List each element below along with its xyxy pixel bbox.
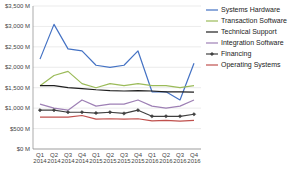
legend-label: Transaction Software — [221, 17, 287, 24]
grid-line — [33, 46, 201, 47]
series-marker — [192, 112, 196, 116]
x-axis — [33, 149, 201, 150]
grid-line — [33, 67, 201, 68]
series-marker — [122, 112, 126, 116]
grid — [33, 6, 201, 149]
y-tick-label: $1,000 M — [5, 105, 30, 111]
legend-swatch — [206, 42, 218, 43]
plot-area — [38, 24, 196, 121]
series-marker — [164, 115, 168, 119]
x-tick-label: Q42016 — [187, 152, 201, 165]
legend-label: Systems Hardware — [221, 6, 280, 14]
y-axis — [33, 6, 34, 149]
y-tick-label: $3,000 M — [5, 23, 30, 29]
x-tick-label-line: Q4 — [134, 152, 143, 158]
y-tick-label: $0 M — [17, 146, 30, 152]
x-tick-label-line: 2016 — [159, 158, 173, 164]
legend: Systems Hardware Transaction Software Tech… — [206, 6, 287, 69]
legend-label: Financing — [221, 50, 251, 58]
x-tick-label-line: Q3 — [176, 152, 185, 158]
x-tick-label: Q12016 — [145, 152, 159, 165]
x-tick-label: Q12015 — [89, 152, 103, 165]
x-tick-label: Q22014 — [47, 152, 61, 165]
x-tick-label-line: Q4 — [190, 152, 199, 158]
x-tick-label: Q22016 — [159, 152, 173, 165]
series-line — [40, 86, 194, 93]
x-tick-label-line: Q1 — [148, 152, 157, 158]
x-tick-label-line: Q1 — [92, 152, 101, 158]
series-marker — [150, 115, 154, 119]
y-tick-label: $3,500 M — [5, 3, 30, 9]
series-marker — [178, 115, 182, 119]
legend-swatch — [206, 9, 218, 10]
x-tick-label-line: 2014 — [33, 158, 47, 164]
grid-line — [33, 149, 201, 150]
y-tick-label: $2,000 M — [5, 64, 30, 70]
series-marker — [108, 110, 112, 114]
series-line — [40, 71, 194, 87]
x-tick-label-line: Q1 — [36, 152, 45, 158]
series-marker — [66, 110, 70, 114]
x-tick-label-line: 2014 — [75, 158, 89, 164]
x-tick-label: Q42014 — [75, 152, 89, 165]
x-tick-label: Q12014 — [33, 152, 47, 165]
grid-line — [33, 6, 201, 7]
x-tick-label-line: 2016 — [145, 158, 159, 164]
x-tick-label-line: 2015 — [131, 158, 145, 164]
legend-marker — [210, 52, 214, 56]
x-tick-label-line: Q2 — [162, 152, 171, 158]
x-tick-label-line: Q2 — [106, 152, 115, 158]
legend-label: Operating Systems — [221, 61, 281, 69]
series-line — [40, 110, 194, 116]
x-tick-label-line: 2014 — [61, 158, 75, 164]
series-line — [40, 100, 194, 110]
x-tick-label-line: 2016 — [187, 158, 201, 164]
x-tick-label-line: 2015 — [117, 158, 131, 164]
x-tick-label: Q32014 — [61, 152, 75, 165]
series-line — [40, 116, 194, 122]
x-tick-label: Q32015 — [117, 152, 131, 165]
grid-line — [33, 26, 201, 27]
series-marker — [52, 108, 56, 112]
series-marker — [136, 108, 140, 112]
series-marker — [94, 111, 98, 115]
y-tick-label: $500 M — [10, 126, 30, 132]
legend-label: Integration Software — [221, 39, 284, 47]
legend-label: Technical Support — [221, 28, 277, 36]
series-line — [40, 24, 194, 100]
x-tick-label: Q32016 — [173, 152, 187, 165]
legend-swatch — [206, 20, 218, 21]
x-tick-label: Q22015 — [103, 152, 117, 165]
legend-swatch — [206, 31, 218, 32]
x-tick-label-line: 2015 — [89, 158, 103, 164]
series-marker — [38, 108, 42, 112]
grid-line — [33, 128, 201, 129]
y-tick-label: $2,500 M — [5, 44, 30, 50]
x-tick-label: Q42015 — [131, 152, 145, 165]
legend-swatch — [206, 64, 218, 65]
x-tick-label-line: 2014 — [47, 158, 61, 164]
x-tick-label-line: 2016 — [173, 158, 187, 164]
series-marker — [80, 110, 84, 114]
chart: $0 M $500 M $1,000 M $1,500 M $2,000 M $2,500… — [0, 0, 298, 169]
y-tick-label: $1,500 M — [5, 85, 30, 91]
x-tick-label-line: Q3 — [120, 152, 129, 158]
x-tick-label-line: 2015 — [103, 158, 117, 164]
x-tick-label-line: Q2 — [50, 152, 59, 158]
x-tick-label-line: Q4 — [78, 152, 87, 158]
x-tick-label-line: Q3 — [64, 152, 73, 158]
